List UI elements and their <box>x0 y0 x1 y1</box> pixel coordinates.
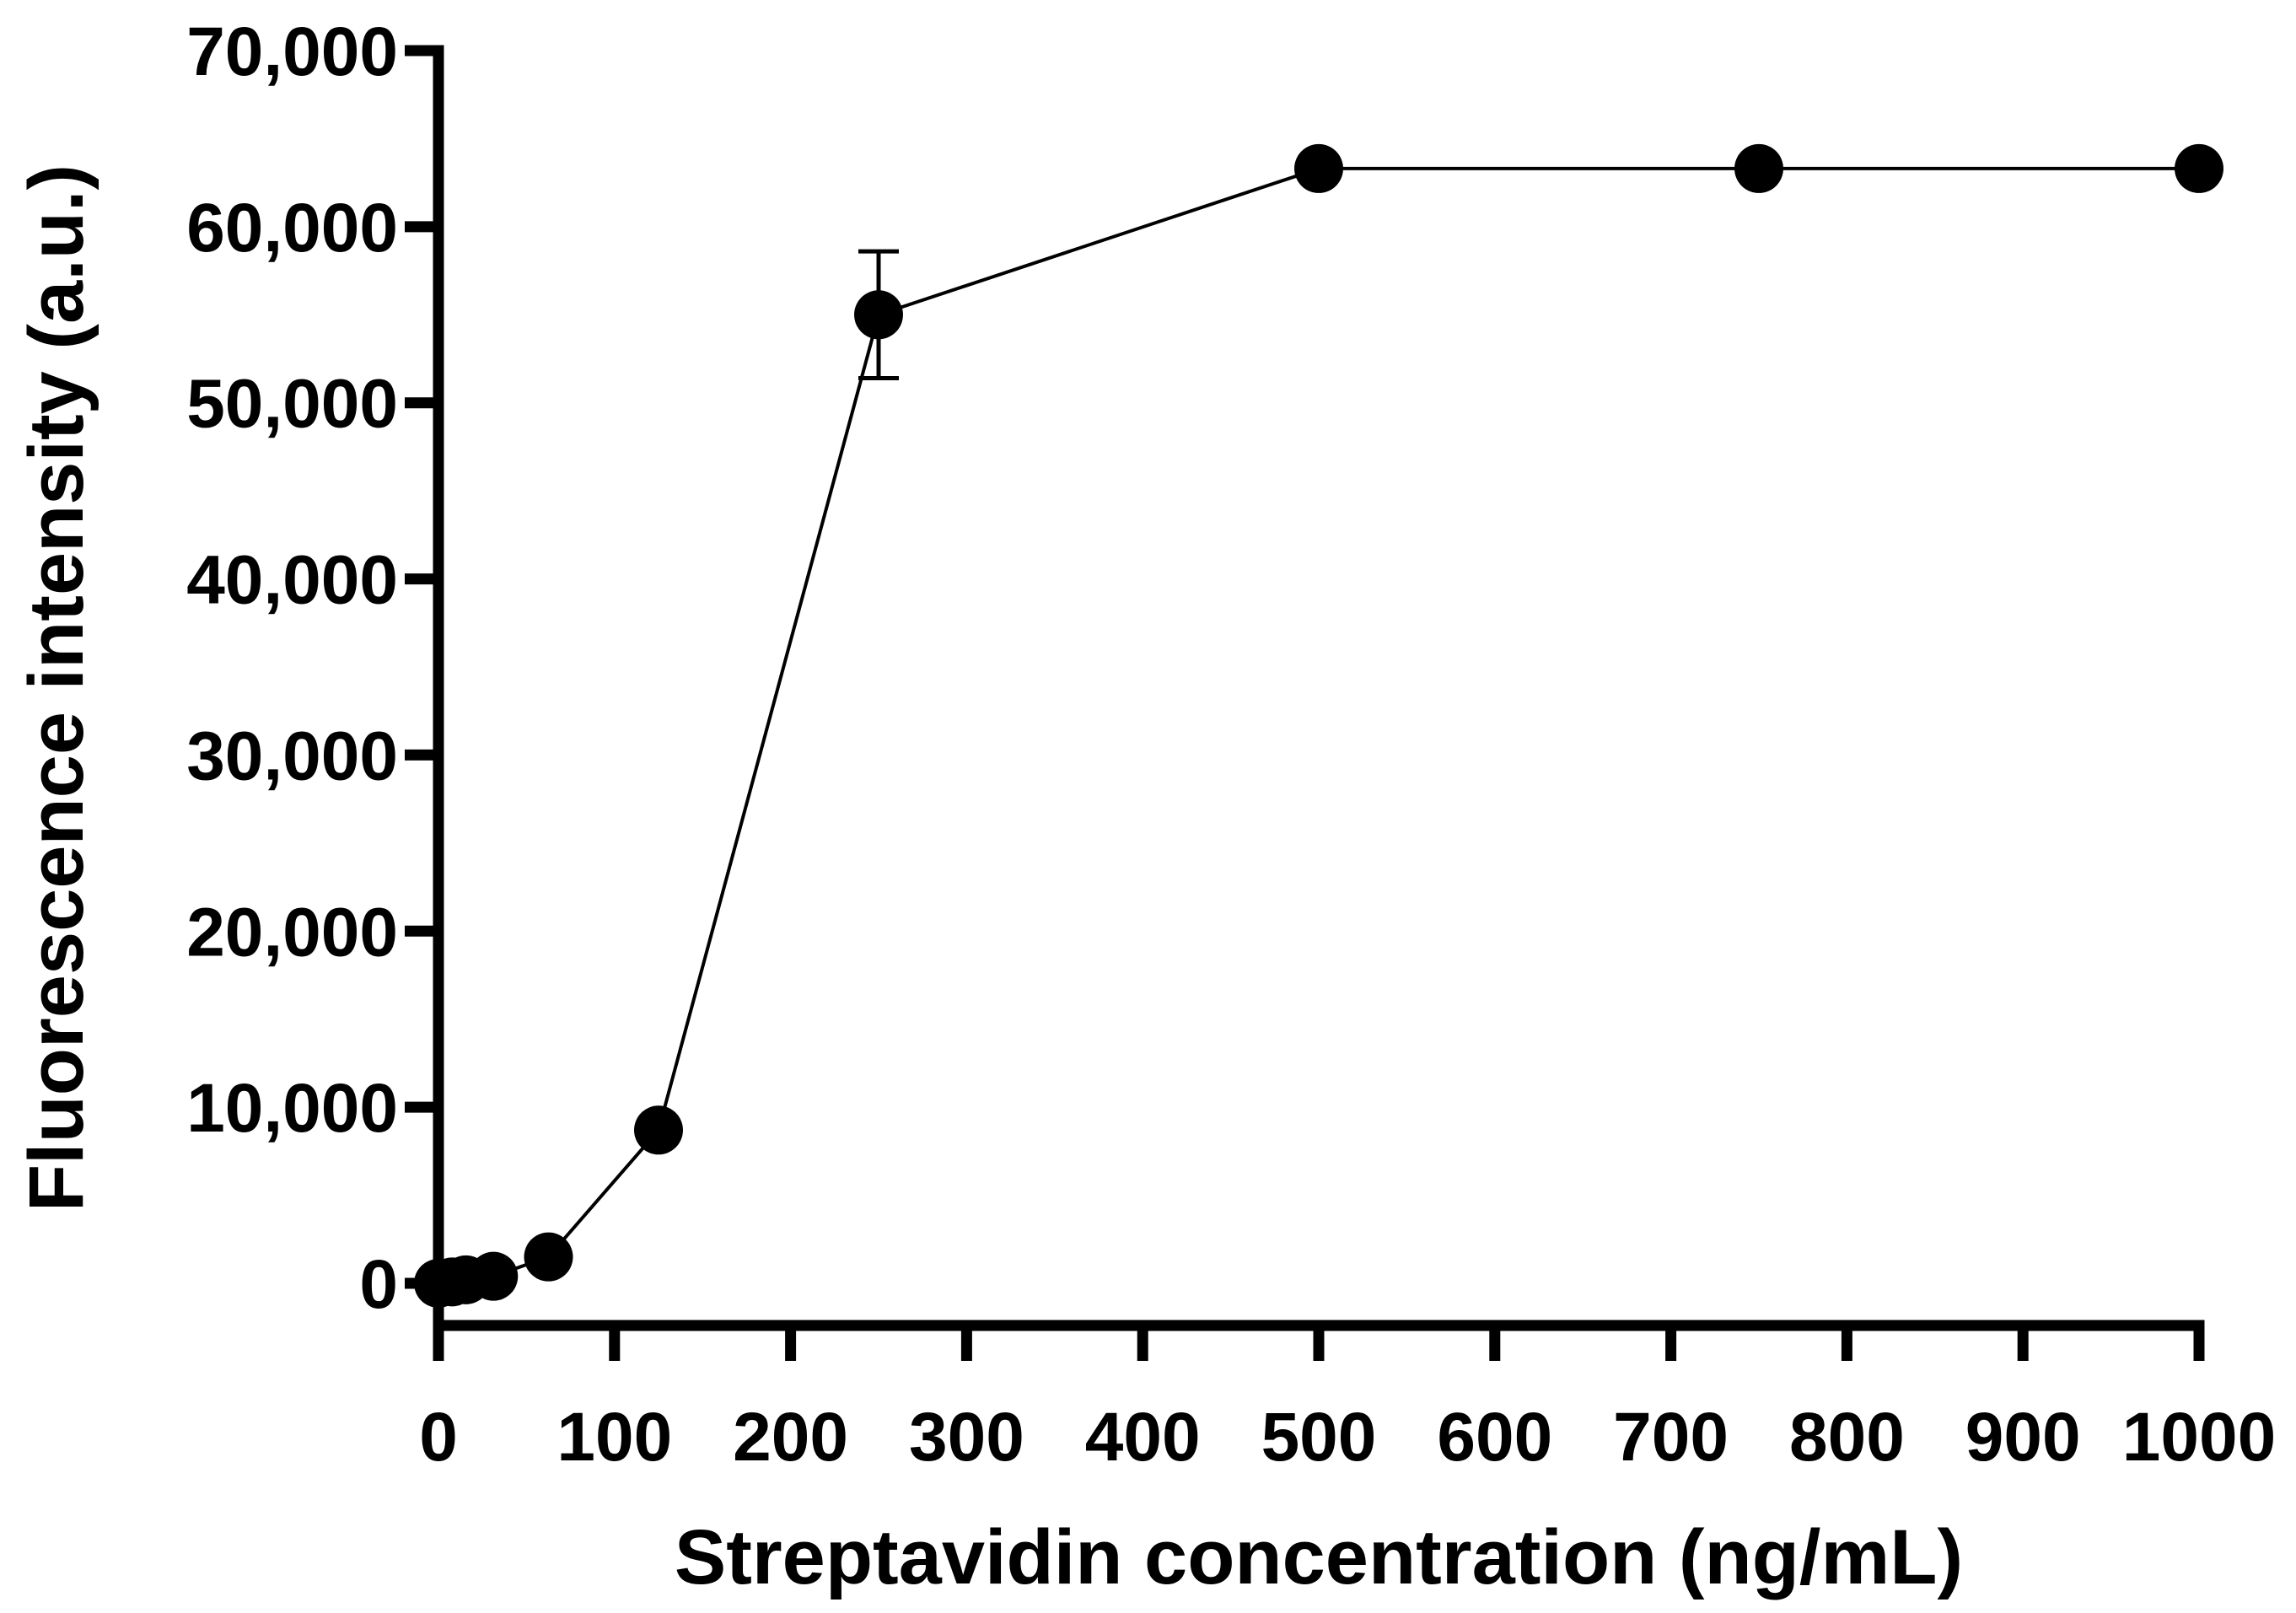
y-tick-label: 0 <box>359 1246 398 1323</box>
x-tick-label: 400 <box>1085 1399 1201 1476</box>
x-tick-label: 800 <box>1789 1399 1905 1476</box>
y-axis-ticks: 0 10,000 20,000 30,000 40,000 50,000 60,000 70,… <box>186 13 438 1323</box>
y-tick-label: 60,000 <box>186 190 398 266</box>
data-point <box>634 1105 683 1155</box>
x-tick-label: 1000 <box>2122 1399 2276 1476</box>
x-tick-label: 600 <box>1437 1399 1552 1476</box>
y-tick-label: 20,000 <box>186 894 398 970</box>
data-point <box>524 1232 573 1282</box>
x-tick-label: 500 <box>1261 1399 1377 1476</box>
data-point <box>469 1251 519 1301</box>
x-tick-label: 700 <box>1613 1399 1729 1476</box>
x-tick-label: 200 <box>733 1399 848 1476</box>
y-tick-label: 30,000 <box>186 718 398 794</box>
data-point <box>854 290 903 340</box>
series-line <box>438 166 2199 1285</box>
x-axis-title: Streptavidin concentration (ng/mL) <box>675 1514 1963 1600</box>
x-tick-label: 900 <box>1965 1399 2081 1476</box>
data-point <box>1734 143 1783 193</box>
y-tick-label: 50,000 <box>186 366 398 443</box>
data-series <box>414 143 2223 1308</box>
data-point <box>1294 143 1343 193</box>
y-tick-label: 10,000 <box>186 1070 398 1147</box>
x-tick-label: 300 <box>909 1399 1024 1476</box>
y-axis-title: Fluorescence intensity (a.u.) <box>13 164 99 1212</box>
x-tick-label: 100 <box>557 1399 672 1476</box>
y-tick-label: 70,000 <box>186 13 398 90</box>
y-tick-label: 40,000 <box>186 542 398 619</box>
x-axis-ticks: 0 100 200 300 400 500 600 700 800 900 1000 <box>419 1325 2276 1476</box>
x-tick-label: 0 <box>419 1399 458 1476</box>
data-point <box>2175 143 2223 193</box>
